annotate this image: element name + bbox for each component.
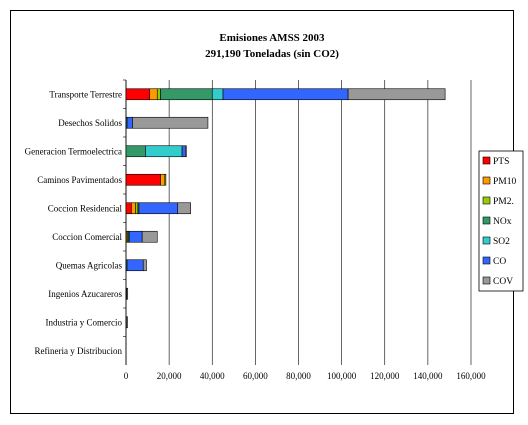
category-label: Industria y Comercio xyxy=(46,317,123,327)
legend-swatch xyxy=(482,176,491,185)
legend-label: COV xyxy=(493,277,513,287)
category-label: Caminos Pavimentados xyxy=(37,175,122,185)
bar-segment-cov xyxy=(126,316,128,329)
category-label: Coccion Residencial xyxy=(48,203,123,213)
x-tick-label: 160,000 xyxy=(456,371,486,381)
x-tick-label: 20,000 xyxy=(157,371,182,381)
x-tick-label: 60,000 xyxy=(243,371,268,381)
x-tick-label: 140,000 xyxy=(413,371,443,381)
legend-swatch xyxy=(482,156,491,165)
category-label: Coccion Comercial xyxy=(52,232,122,242)
legend-label: SO2 xyxy=(493,237,510,247)
legend-label: CO xyxy=(493,257,506,267)
legend-label: PM10 xyxy=(493,177,516,187)
chart-subtitle: 291,190 Toneladas (sin CO2) xyxy=(205,48,339,60)
bar-segment-pm10 xyxy=(160,173,166,186)
legend-label: PM2. xyxy=(493,197,514,207)
bar-segment-cov xyxy=(184,145,187,158)
bar-segment-so2 xyxy=(145,145,183,158)
chart-title: Emisiones AMSS 2003 xyxy=(219,32,325,44)
legend: PTS PM10 PM2. NOx SO2 CO COV xyxy=(478,150,524,292)
x-tick-label: 80,000 xyxy=(286,371,311,381)
bar-segment-pm2 xyxy=(156,88,161,101)
bar-segment-cov xyxy=(177,202,191,215)
bar-segment-nox xyxy=(125,145,146,158)
bar-segment-pts xyxy=(125,88,151,101)
category-label: Ingenios Azucareros xyxy=(48,289,122,299)
legend-swatch xyxy=(482,196,491,205)
bar-segment-cov xyxy=(141,230,158,243)
category-label: Desechos Solidos xyxy=(58,118,122,128)
bar-segment-co xyxy=(181,145,186,158)
bar-segment-co xyxy=(138,202,179,215)
bar-segment-co xyxy=(128,230,143,243)
bar-segment-nox xyxy=(160,88,213,101)
bar-segment-co xyxy=(126,259,144,272)
chart-frame xyxy=(10,10,514,414)
bar-segment-pm10 xyxy=(131,202,137,215)
bar-segment-pm2 xyxy=(135,202,139,215)
plot-area: 0 20,000 40,000 60,000 80,000 100,000 120,000 1… xyxy=(25,79,486,381)
legend-label: PTS xyxy=(493,157,509,167)
x-tick-label: 120,000 xyxy=(370,371,400,381)
bar-segment-co xyxy=(126,116,133,129)
legend-swatch xyxy=(482,256,491,265)
bar-segment-pts xyxy=(125,202,132,215)
bar-segment-so2 xyxy=(211,88,224,101)
bar-segment-co xyxy=(222,88,349,101)
x-tick-label: 100,000 xyxy=(327,371,357,381)
bar-segment-cov xyxy=(347,88,446,101)
x-tick-label: 40,000 xyxy=(200,371,225,381)
legend-label: NOx xyxy=(493,217,512,227)
x-tick-label: 0 xyxy=(124,371,129,381)
bar-segment-pm2 xyxy=(164,173,167,186)
bar-segment-cov xyxy=(142,259,147,272)
category-label: Refineria y Distribucion xyxy=(35,346,123,356)
category-label: Generacion Termoelectrica xyxy=(25,146,122,156)
legend-swatch xyxy=(482,216,491,225)
bar-segment-pts xyxy=(125,173,161,186)
bar-segment-pm10 xyxy=(149,88,158,101)
bar-segment-cov xyxy=(126,287,129,300)
legend-swatch xyxy=(482,276,491,285)
category-label: Transporte Terrestre xyxy=(49,89,122,99)
bar-segment-cov xyxy=(132,116,209,129)
category-label: Quemas Agricolas xyxy=(56,260,123,270)
legend-swatch xyxy=(482,236,491,245)
